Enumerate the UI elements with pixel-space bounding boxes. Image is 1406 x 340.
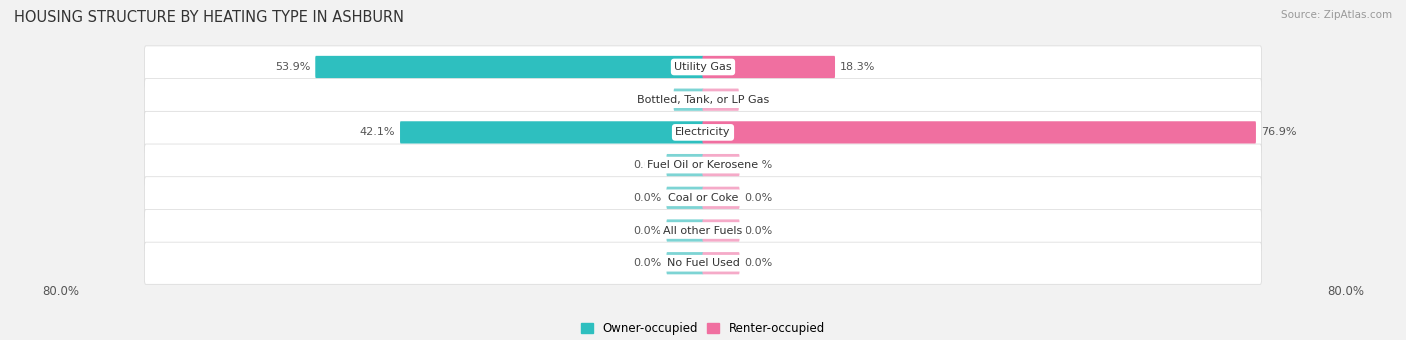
Text: 80.0%: 80.0%: [42, 285, 79, 298]
FancyBboxPatch shape: [703, 154, 740, 176]
Text: 0.0%: 0.0%: [745, 225, 773, 236]
Text: Coal or Coke: Coal or Coke: [668, 193, 738, 203]
Text: 53.9%: 53.9%: [274, 62, 311, 72]
FancyBboxPatch shape: [666, 252, 703, 274]
FancyBboxPatch shape: [145, 209, 1261, 252]
FancyBboxPatch shape: [703, 88, 738, 111]
Text: 4.9%: 4.9%: [744, 95, 772, 105]
FancyBboxPatch shape: [145, 46, 1261, 88]
Text: Bottled, Tank, or LP Gas: Bottled, Tank, or LP Gas: [637, 95, 769, 105]
FancyBboxPatch shape: [666, 187, 703, 209]
Text: 0.0%: 0.0%: [745, 160, 773, 170]
Text: No Fuel Used: No Fuel Used: [666, 258, 740, 268]
FancyBboxPatch shape: [145, 111, 1261, 153]
Legend: Owner-occupied, Renter-occupied: Owner-occupied, Renter-occupied: [576, 317, 830, 340]
FancyBboxPatch shape: [703, 219, 740, 242]
Text: 0.0%: 0.0%: [633, 258, 661, 268]
FancyBboxPatch shape: [315, 56, 703, 78]
FancyBboxPatch shape: [145, 79, 1261, 121]
FancyBboxPatch shape: [703, 252, 740, 274]
Text: All other Fuels: All other Fuels: [664, 225, 742, 236]
Text: 4.0%: 4.0%: [640, 95, 668, 105]
Text: Source: ZipAtlas.com: Source: ZipAtlas.com: [1281, 10, 1392, 20]
Text: 0.0%: 0.0%: [633, 193, 661, 203]
Text: 18.3%: 18.3%: [841, 62, 876, 72]
FancyBboxPatch shape: [145, 242, 1261, 284]
Text: Fuel Oil or Kerosene: Fuel Oil or Kerosene: [647, 160, 759, 170]
Text: Utility Gas: Utility Gas: [675, 62, 731, 72]
Text: Electricity: Electricity: [675, 128, 731, 137]
Text: 42.1%: 42.1%: [360, 128, 395, 137]
Text: 0.0%: 0.0%: [633, 160, 661, 170]
FancyBboxPatch shape: [145, 177, 1261, 219]
FancyBboxPatch shape: [401, 121, 703, 143]
Text: 80.0%: 80.0%: [1327, 285, 1364, 298]
Text: 76.9%: 76.9%: [1261, 128, 1296, 137]
FancyBboxPatch shape: [673, 88, 703, 111]
FancyBboxPatch shape: [145, 144, 1261, 186]
FancyBboxPatch shape: [666, 154, 703, 176]
Text: 0.0%: 0.0%: [633, 225, 661, 236]
FancyBboxPatch shape: [703, 121, 1256, 143]
Text: HOUSING STRUCTURE BY HEATING TYPE IN ASHBURN: HOUSING STRUCTURE BY HEATING TYPE IN ASH…: [14, 10, 404, 25]
Text: 0.0%: 0.0%: [745, 258, 773, 268]
Text: 0.0%: 0.0%: [745, 193, 773, 203]
FancyBboxPatch shape: [703, 56, 835, 78]
FancyBboxPatch shape: [703, 187, 740, 209]
FancyBboxPatch shape: [666, 219, 703, 242]
